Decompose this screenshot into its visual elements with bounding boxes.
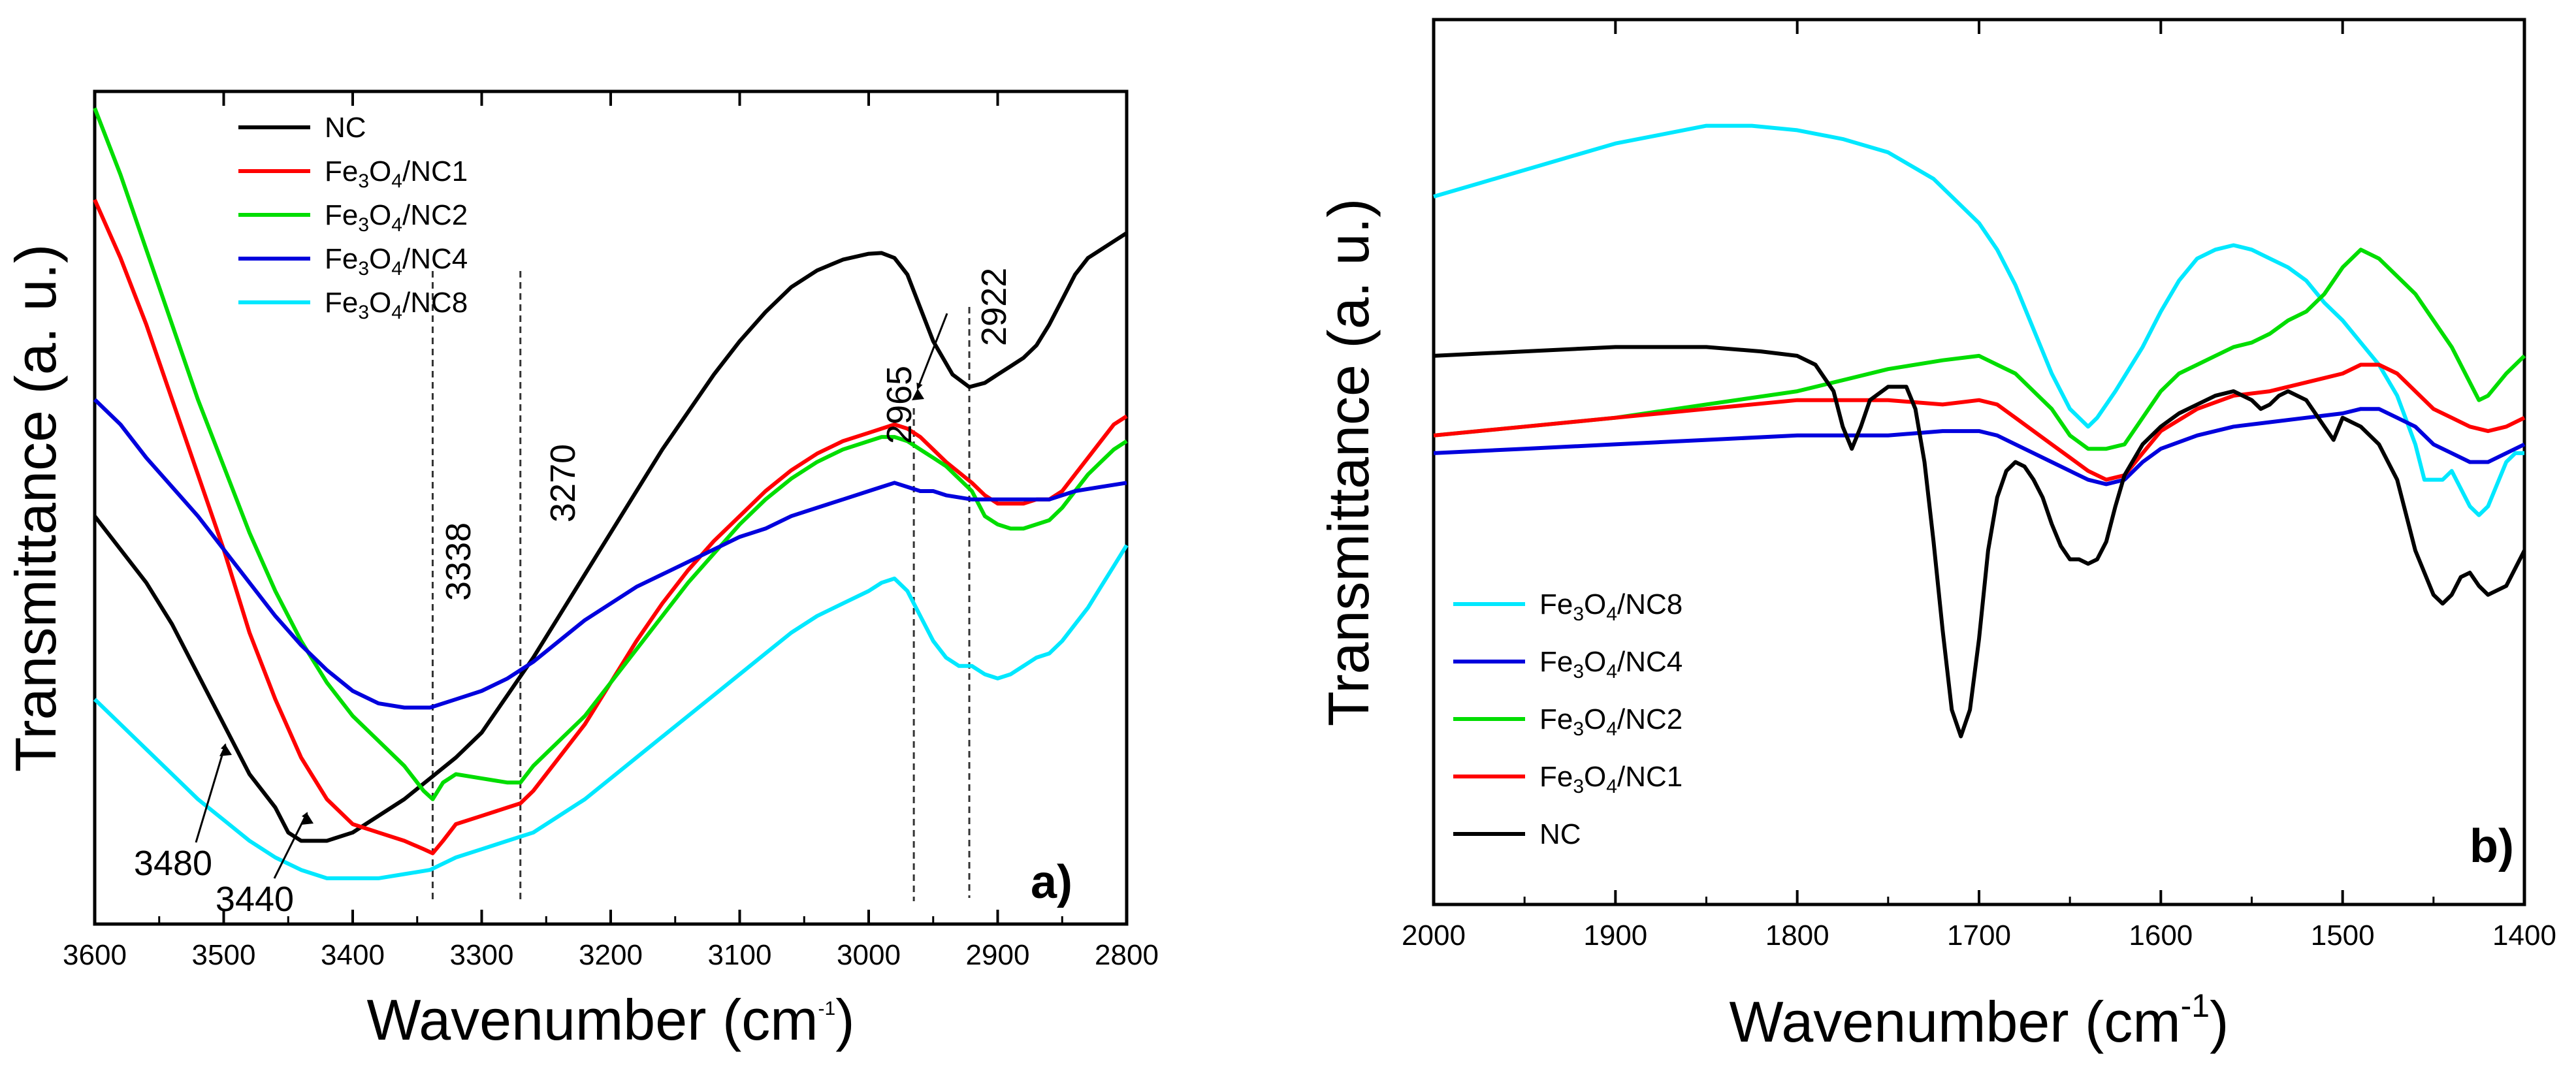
- x-tick-label: 3100: [708, 939, 772, 971]
- annotation-3270: 3270: [543, 444, 583, 522]
- series-line-fe3o4-nc4: [93, 398, 1127, 710]
- legend-label-fe3o4-nc1: Fe3O4/NC1: [325, 155, 468, 192]
- x-tick-label: 3400: [321, 939, 385, 971]
- x-tick-label: 3000: [837, 939, 901, 971]
- x-tick-label: 1900: [1583, 919, 1647, 951]
- legend-label-fe3o4-nc2: Fe3O4/NC2: [325, 199, 468, 236]
- panel-b-series: [1433, 123, 2526, 739]
- legend-label-fe3o4-nc4: Fe3O4/NC4: [325, 243, 468, 280]
- legend-label-fe3o4-nc4: Fe3O4/NC4: [1539, 646, 1682, 682]
- panel-b-legend: Fe3O4/NC8 Fe3O4/NC4 Fe3O4/NC2 Fe3O4/NC1 NC: [1453, 588, 1682, 850]
- panel-a-label: a): [1031, 856, 1072, 908]
- series-line-fe3o4-nc1: [93, 199, 1128, 855]
- arrow-head: [219, 744, 232, 756]
- panel-b-frame: [1432, 18, 2526, 906]
- x-tick-label: 1400: [2492, 919, 2556, 951]
- panel-b-x-axis-label: Wavenumber (cm-1): [1730, 987, 2229, 1054]
- arrow-head: [912, 389, 924, 400]
- annotation-arrow: [195, 743, 227, 843]
- series-line-fe3o4-nc8: [1433, 123, 2524, 517]
- annotation-2922: 2922: [974, 268, 1014, 346]
- x-tick-label: 1600: [2129, 919, 2193, 951]
- annotation-arrow: [916, 313, 948, 390]
- legend-label-fe3o4-nc1: Fe3O4/NC1: [1539, 761, 1682, 797]
- panel-a-x-axis-label: Wavenumber (cm-1): [366, 987, 854, 1052]
- panel-b-ticks: 2000 1900 1800 1700 1600 1500 1400: [1402, 20, 2556, 951]
- legend-label-fe3o4-nc8: Fe3O4/NC8: [325, 287, 468, 323]
- annotation-2965: 2965: [880, 366, 919, 444]
- panel-a-legend: NC Fe3O4/NC1 Fe3O4/NC2 Fe3O4/NC4 Fe3O4/NC8: [238, 112, 468, 323]
- x-tick-label: 3600: [63, 939, 127, 971]
- arrow-head: [301, 813, 314, 825]
- panel-a-series: [93, 107, 1129, 880]
- x-tick-label: 2900: [966, 939, 1030, 971]
- legend-label-fe3o4-nc8: Fe3O4/NC8: [1539, 588, 1682, 625]
- x-tick-label: 2000: [1402, 919, 1466, 951]
- x-tick-label: 2800: [1095, 939, 1159, 971]
- x-tick-label: 3300: [450, 939, 514, 971]
- annotation-arrow: [273, 812, 308, 879]
- legend-label-fe3o4-nc2: Fe3O4/NC2: [1539, 703, 1682, 740]
- x-tick-label: 1500: [2311, 919, 2375, 951]
- panel-b-y-axis-label: Transmittance (a. u.): [1316, 199, 1381, 727]
- x-tick-label: 3500: [192, 939, 256, 971]
- panel-b: 2000 1900 1800 1700 1600 1500 1400 Fe3O4/NC8Fe…: [1316, 18, 2556, 1054]
- panel-a: 3600 3500 3400 3300 3200 3100 3000 2900 2800 333…: [3, 89, 1159, 1052]
- annotation-3480: 3480: [134, 844, 212, 883]
- panel-a-frame: [93, 89, 1129, 926]
- series-line-fe3o4-nc2: [93, 107, 1128, 801]
- panel-a-ticks: 3600 3500 3400 3300 3200 3100 3000 2900 2800: [63, 91, 1159, 971]
- x-tick-label: 3200: [579, 939, 643, 971]
- series-line-fe3o4-nc4: [1433, 407, 2526, 487]
- series-line-nc: [1433, 345, 2526, 739]
- series-line-fe3o4-nc2: [1433, 248, 2526, 451]
- annotation-3338: 3338: [439, 522, 478, 601]
- x-tick-label: 1800: [1765, 919, 1829, 951]
- panel-a-y-axis-label: Transmittance (a. u.): [3, 244, 68, 773]
- panel-a-arrows: [195, 313, 948, 879]
- legend-label-nc: NC: [1539, 818, 1581, 850]
- series-line-fe3o4-nc8: [93, 544, 1129, 880]
- x-tick-label: 1700: [1947, 919, 2011, 951]
- series-line-nc: [93, 231, 1128, 843]
- panel-b-label: b): [2470, 820, 2514, 872]
- legend-label-nc: NC: [325, 112, 366, 144]
- annotation-3440: 3440: [216, 880, 294, 919]
